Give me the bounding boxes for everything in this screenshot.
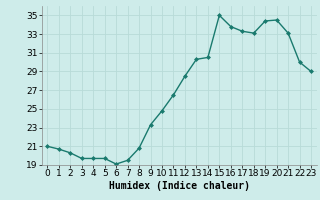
X-axis label: Humidex (Indice chaleur): Humidex (Indice chaleur) — [109, 181, 250, 191]
